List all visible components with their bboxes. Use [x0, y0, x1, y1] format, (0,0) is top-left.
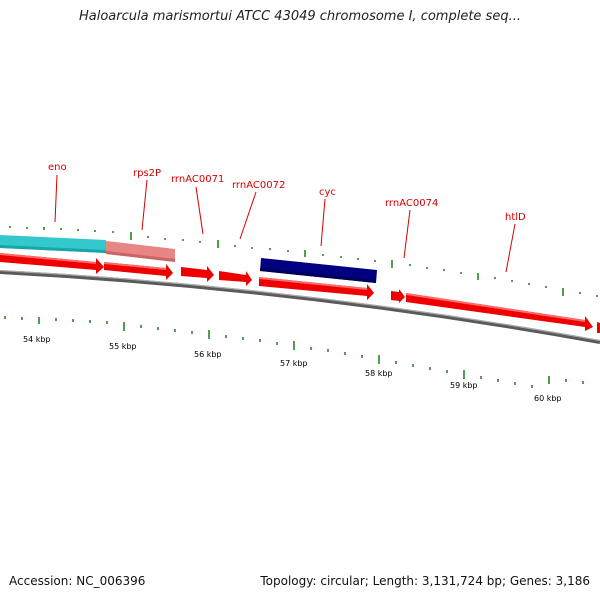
- inner-ticks: [4, 316, 584, 388]
- map-title: Haloarcula marismortui ATCC 43049 chromo…: [79, 9, 521, 24]
- cds-arrows: [0, 253, 600, 333]
- feature-bar-teal-shade: [0, 245, 106, 253]
- cds-arrow: [181, 266, 214, 282]
- gene-label-cyc: cyc: [319, 187, 336, 198]
- feature-bar-pink-shade: [106, 251, 175, 262]
- kbp-label-60: 60 kbp: [534, 394, 562, 403]
- cds-arrow: [104, 262, 173, 280]
- rna-bar-cyc-shade: [260, 268, 376, 283]
- cds-arrow: [391, 289, 405, 303]
- topology-text: Topology: circular; Length: 3,131,724 bp…: [260, 574, 590, 588]
- gene-label-rrnAC0071: rrnAC0071: [171, 174, 224, 185]
- kbp-label-58: 58 kbp: [365, 369, 393, 378]
- rna-bar-cyc: [260, 258, 377, 283]
- kbp-label-55: 55 kbp: [109, 342, 137, 351]
- cds-arrow: [597, 322, 600, 333]
- cds-arrow: [259, 277, 374, 300]
- cds-arrow: [0, 253, 104, 274]
- kbp-label-54: 54 kbp: [23, 335, 51, 344]
- kbp-label-59: 59 kbp: [450, 381, 478, 390]
- chromosome-backbone: [0, 270, 600, 344]
- accession-label: Accession:: [9, 574, 73, 588]
- feature-bar-pink: [106, 241, 175, 262]
- gene-label-rps2P: rps2P: [133, 168, 161, 179]
- cds-arrow: [219, 271, 252, 286]
- gene-label-rrnAC0072: rrnAC0072: [232, 180, 285, 191]
- gene-label-eno: eno: [48, 162, 67, 173]
- chromosome-backbone-highlight: [0, 269, 600, 342]
- gene-label-rrnAC0074: rrnAC0074: [385, 198, 438, 209]
- accession-value: NC_006396: [76, 574, 146, 588]
- outer-ticks: [9, 226, 598, 297]
- kbp-label-57: 57 kbp: [280, 359, 308, 368]
- cds-arrow-highlights: [0, 253, 585, 322]
- gene-leader-lines: [54, 174, 516, 273]
- cds-arrow: [406, 293, 593, 331]
- gene-label-htlD: htlD: [505, 212, 526, 223]
- kbp-label-56: 56 kbp: [194, 350, 222, 359]
- accession-text: Accession: NC_006396: [9, 574, 145, 588]
